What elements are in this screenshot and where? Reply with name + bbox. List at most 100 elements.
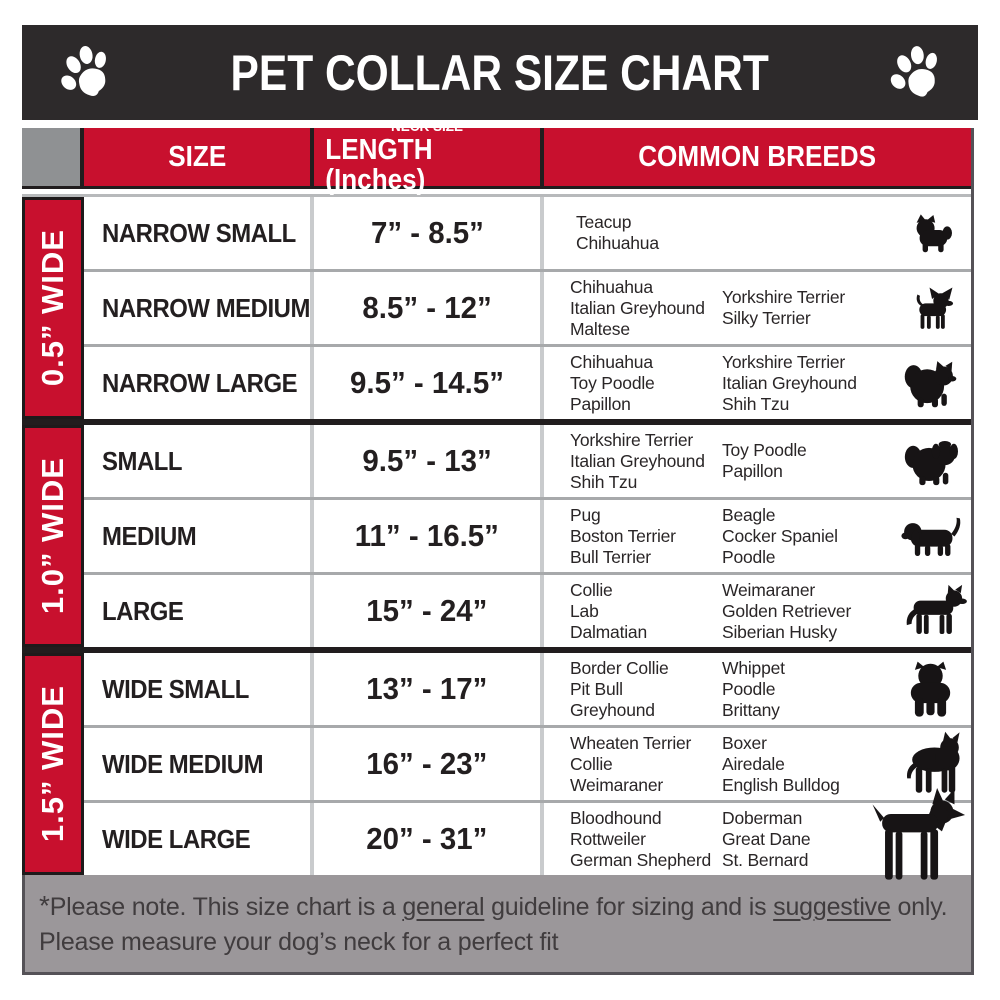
pomeranian-icon bbox=[900, 359, 961, 408]
german-shepherd-icon bbox=[900, 584, 975, 639]
width-group: 1.5” WIDE WIDE SMALL 13” - 17” Border Colli… bbox=[22, 647, 971, 880]
breed-name: Italian Greyhound bbox=[722, 372, 857, 393]
breed-name: Border Collie bbox=[570, 657, 669, 678]
footer-note-line2: Please measure your dog’s neck for a per… bbox=[39, 928, 559, 956]
table-row: MEDIUM 11” - 16.5” Pug Boston Terrier Bull T… bbox=[84, 497, 971, 572]
breed-name: Teacup bbox=[576, 212, 632, 232]
paw-print-icon bbox=[56, 44, 114, 102]
breed-name: Great Dane bbox=[722, 828, 811, 849]
breed-name: St. Bernard bbox=[722, 849, 809, 870]
neck-size-cell: 13” - 17” bbox=[310, 653, 540, 725]
breed-name: Bull Terrier bbox=[570, 546, 651, 567]
breed-name: Lab bbox=[570, 600, 599, 621]
breeds-cell: Chihuahua Italian Greyhound Maltese Yorkshi… bbox=[540, 272, 971, 344]
breed-name: Golden Retriever bbox=[722, 600, 852, 621]
breeds-cell: Teacup Chihuahua bbox=[540, 197, 971, 269]
size-cell: WIDE MEDIUM bbox=[84, 728, 310, 800]
paw-print-icon bbox=[886, 44, 944, 102]
size-label: WIDE LARGE bbox=[102, 823, 251, 854]
breed-name: Pug bbox=[570, 504, 601, 525]
breed-name: Toy Poodle bbox=[570, 372, 655, 393]
breed-name: Dalmatian bbox=[570, 621, 647, 642]
breed-list-2: Doberman Great Dane St. Bernard bbox=[722, 808, 900, 871]
shih-tzu-icon bbox=[900, 436, 962, 486]
page-title: PET COLLAR SIZE CHART bbox=[230, 44, 770, 101]
table-header-row: SIZE NECK SIZE LENGTH (Inches) COMMON BR… bbox=[22, 119, 971, 195]
width-group-bar: 0.5” WIDE bbox=[22, 197, 84, 419]
size-label: NARROW SMALL bbox=[102, 217, 296, 248]
breed-name: Boston Terrier bbox=[570, 525, 676, 546]
size-cell: LARGE bbox=[84, 575, 310, 647]
breed-name: Doberman bbox=[722, 807, 803, 828]
breed-name: Collie bbox=[570, 579, 613, 600]
breed-name: Collie bbox=[570, 753, 613, 774]
table-row: WIDE SMALL 13” - 17” Border Collie Pit Bull… bbox=[84, 653, 971, 725]
width-group: 0.5” WIDE NARROW SMALL 7” - 8.5” Teacup Chih… bbox=[22, 194, 971, 419]
breed-name: Whippet bbox=[722, 657, 785, 678]
breed-name: Yorkshire Terrier bbox=[722, 351, 846, 372]
neck-size-value: 8.5” - 12” bbox=[362, 290, 492, 325]
neck-size-cell: 15” - 24” bbox=[310, 575, 540, 647]
size-cell: MEDIUM bbox=[84, 500, 310, 572]
footer-text-segment: suggestive bbox=[773, 893, 891, 921]
breed-list-1: Pug Boston Terrier Bull Terrier bbox=[570, 505, 722, 568]
breed-name: Wheaten Terrier bbox=[570, 732, 692, 753]
breed-name: Boxer bbox=[722, 732, 767, 753]
breed-name: Toy Poodle bbox=[722, 440, 807, 460]
width-group-bar: 1.0” WIDE bbox=[22, 425, 84, 647]
breed-name: Chihuahua bbox=[576, 233, 659, 253]
size-cell: WIDE LARGE bbox=[84, 803, 310, 875]
breed-list-1: Teacup Chihuahua bbox=[570, 212, 728, 254]
width-group-label: 1.0” WIDE bbox=[35, 457, 70, 615]
column-header-size: SIZE bbox=[80, 128, 310, 186]
table-row: LARGE 15” - 24” Collie Lab Dalmatian Weimaran… bbox=[84, 572, 971, 647]
column-header-common-breeds: COMMON BREEDS bbox=[540, 128, 971, 186]
width-group-rows: NARROW SMALL 7” - 8.5” Teacup Chihuahua NARR… bbox=[84, 197, 971, 419]
breed-name: Siberian Husky bbox=[722, 621, 837, 642]
neck-size-cell: 8.5” - 12” bbox=[310, 272, 540, 344]
width-group-label: 1.5” WIDE bbox=[35, 685, 70, 843]
breeds-cell: Border Collie Pit Bull Greyhound Whippet Poo… bbox=[540, 653, 971, 725]
breed-list-1: Chihuahua Italian Greyhound Maltese bbox=[570, 277, 722, 340]
size-chart-table: SIZE NECK SIZE LENGTH (Inches) COMMON BR… bbox=[22, 119, 974, 975]
breed-name: Airedale bbox=[722, 753, 785, 774]
size-label: MEDIUM bbox=[102, 520, 197, 551]
size-cell: NARROW MEDIUM bbox=[84, 272, 310, 344]
chihuahua-icon bbox=[904, 286, 959, 331]
breed-list-2: Yorkshire Terrier Italian Greyhound Shih T… bbox=[722, 352, 900, 415]
table-row: WIDE LARGE 20” - 31” Bloodhound Rottweiler G… bbox=[84, 787, 971, 880]
breed-list-1: Bloodhound Rottweiler German Shepherd bbox=[570, 808, 722, 871]
breed-name: Bloodhound bbox=[570, 807, 662, 828]
footer-text-segment: Please note. This size chart is a bbox=[49, 893, 403, 921]
size-cell: NARROW LARGE bbox=[84, 347, 310, 419]
neck-size-value: 16” - 23” bbox=[366, 746, 488, 781]
breed-name: Beagle bbox=[722, 504, 776, 525]
size-label: WIDE MEDIUM bbox=[102, 748, 264, 779]
breed-name: Poodle bbox=[722, 546, 776, 567]
neck-size-value: 13” - 17” bbox=[366, 671, 488, 706]
table-row: NARROW MEDIUM 8.5” - 12” Chihuahua Italian … bbox=[84, 269, 971, 344]
neck-size-value: 9.5” - 14.5” bbox=[350, 365, 504, 400]
neck-size-cell: 11” - 16.5” bbox=[310, 500, 540, 572]
breed-list-2: Toy Poodle Papillon bbox=[722, 440, 900, 482]
footer-text-segment: guideline for sizing and is bbox=[484, 893, 774, 921]
breed-list-1: Border Collie Pit Bull Greyhound bbox=[570, 658, 722, 721]
breed-list-2: Weimaraner Golden Retriever Siberian Husky bbox=[722, 580, 900, 643]
neck-size-cell: 7” - 8.5” bbox=[310, 197, 540, 269]
breed-name: Yorkshire Terrier bbox=[570, 429, 694, 450]
neck-size-cell: 20” - 31” bbox=[310, 803, 540, 875]
breed-name: Weimaraner bbox=[570, 774, 663, 795]
size-cell: NARROW SMALL bbox=[84, 197, 310, 269]
table-row: NARROW SMALL 7” - 8.5” Teacup Chihuahua bbox=[84, 197, 971, 269]
breed-name: Greyhound bbox=[570, 699, 655, 720]
breed-name: Shih Tzu bbox=[722, 393, 790, 414]
footer-text-segment: general bbox=[402, 893, 485, 921]
width-group-rows: SMALL 9.5” - 13” Yorkshire Terrier Italian … bbox=[84, 425, 971, 647]
size-label: NARROW LARGE bbox=[102, 367, 298, 398]
size-label: SMALL bbox=[102, 445, 183, 476]
width-group-bar: 1.5” WIDE bbox=[22, 653, 84, 875]
neck-size-value: 9.5” - 13” bbox=[362, 443, 492, 478]
breed-list-2: Yorkshire Terrier Silky Terrier bbox=[722, 287, 900, 329]
breed-name: Rottweiler bbox=[570, 828, 646, 849]
